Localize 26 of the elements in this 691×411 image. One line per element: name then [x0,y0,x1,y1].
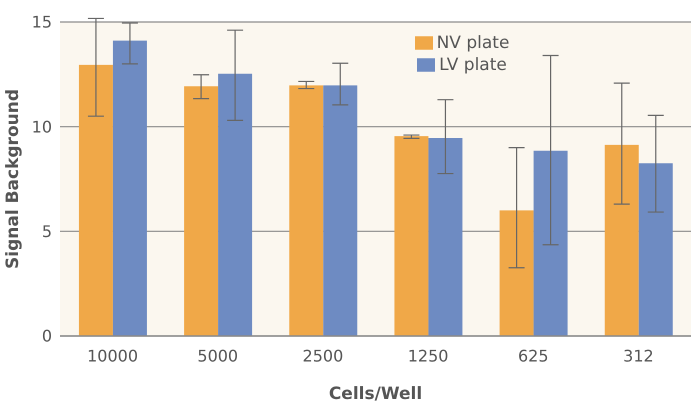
bar [500,210,534,336]
x-tick-label: 312 [623,346,654,366]
legend-label: LV plate [439,55,507,75]
bar [534,150,568,336]
bar [78,64,113,336]
bar [638,163,673,336]
y-tick-label: 5 [42,222,52,242]
x-tick-label: 5000 [197,346,238,366]
legend-label: NV plate [436,33,510,53]
bar [428,138,462,336]
x-axis-title: Cells/Well [328,384,422,404]
x-tick-label: 1250 [408,346,448,366]
y-tick-label: 0 [42,326,52,346]
bar [394,136,428,336]
bar [289,85,324,336]
bar [218,74,252,336]
x-tick-label: 625 [518,346,549,366]
x-tick-label: 2500 [302,346,344,366]
bar [604,144,639,336]
bar [323,85,358,336]
bar [184,86,218,336]
y-axis-title: Signal Background [3,89,24,269]
bar [112,40,147,336]
y-tick-label: 15 [32,12,52,32]
x-tick-label: 10000 [87,346,138,366]
y-tick-label: 10 [32,117,52,136]
